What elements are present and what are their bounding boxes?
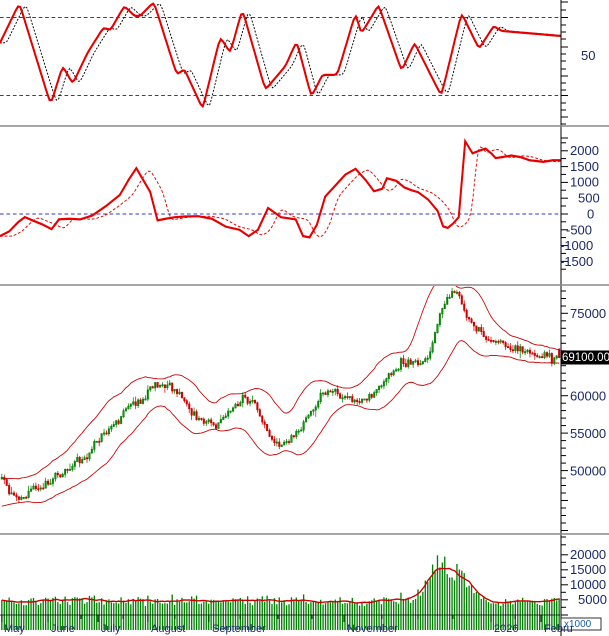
svg-text:50000: 50000	[570, 464, 606, 479]
svg-text:50: 50	[581, 48, 595, 63]
svg-text:55000: 55000	[570, 426, 606, 441]
svg-text:-1000: -1000	[560, 238, 593, 253]
svg-text:July: July	[101, 623, 121, 635]
svg-text:500: 500	[578, 191, 600, 206]
svg-text:69100.00: 69100.00	[562, 352, 609, 364]
svg-text:2000: 2000	[570, 143, 599, 158]
svg-text:-500: -500	[566, 223, 592, 238]
svg-text:60000: 60000	[570, 389, 606, 404]
svg-text:15000: 15000	[570, 562, 606, 577]
svg-text:-1500: -1500	[560, 254, 593, 269]
svg-text:20000: 20000	[570, 547, 606, 562]
svg-text:June: June	[51, 623, 75, 635]
svg-text:1000: 1000	[570, 175, 599, 190]
svg-text:November: November	[347, 623, 398, 635]
svg-text:May: May	[4, 623, 25, 635]
svg-text:1500: 1500	[570, 159, 599, 174]
svg-text:Febru: Febru	[544, 623, 573, 635]
svg-text:75000: 75000	[570, 306, 606, 321]
svg-text:2026: 2026	[494, 623, 518, 635]
svg-text:August: August	[151, 623, 185, 635]
svg-text:0: 0	[587, 207, 594, 222]
svg-text:10000: 10000	[570, 577, 606, 592]
svg-text:5000: 5000	[578, 592, 607, 607]
svg-text:September: September	[212, 623, 266, 635]
